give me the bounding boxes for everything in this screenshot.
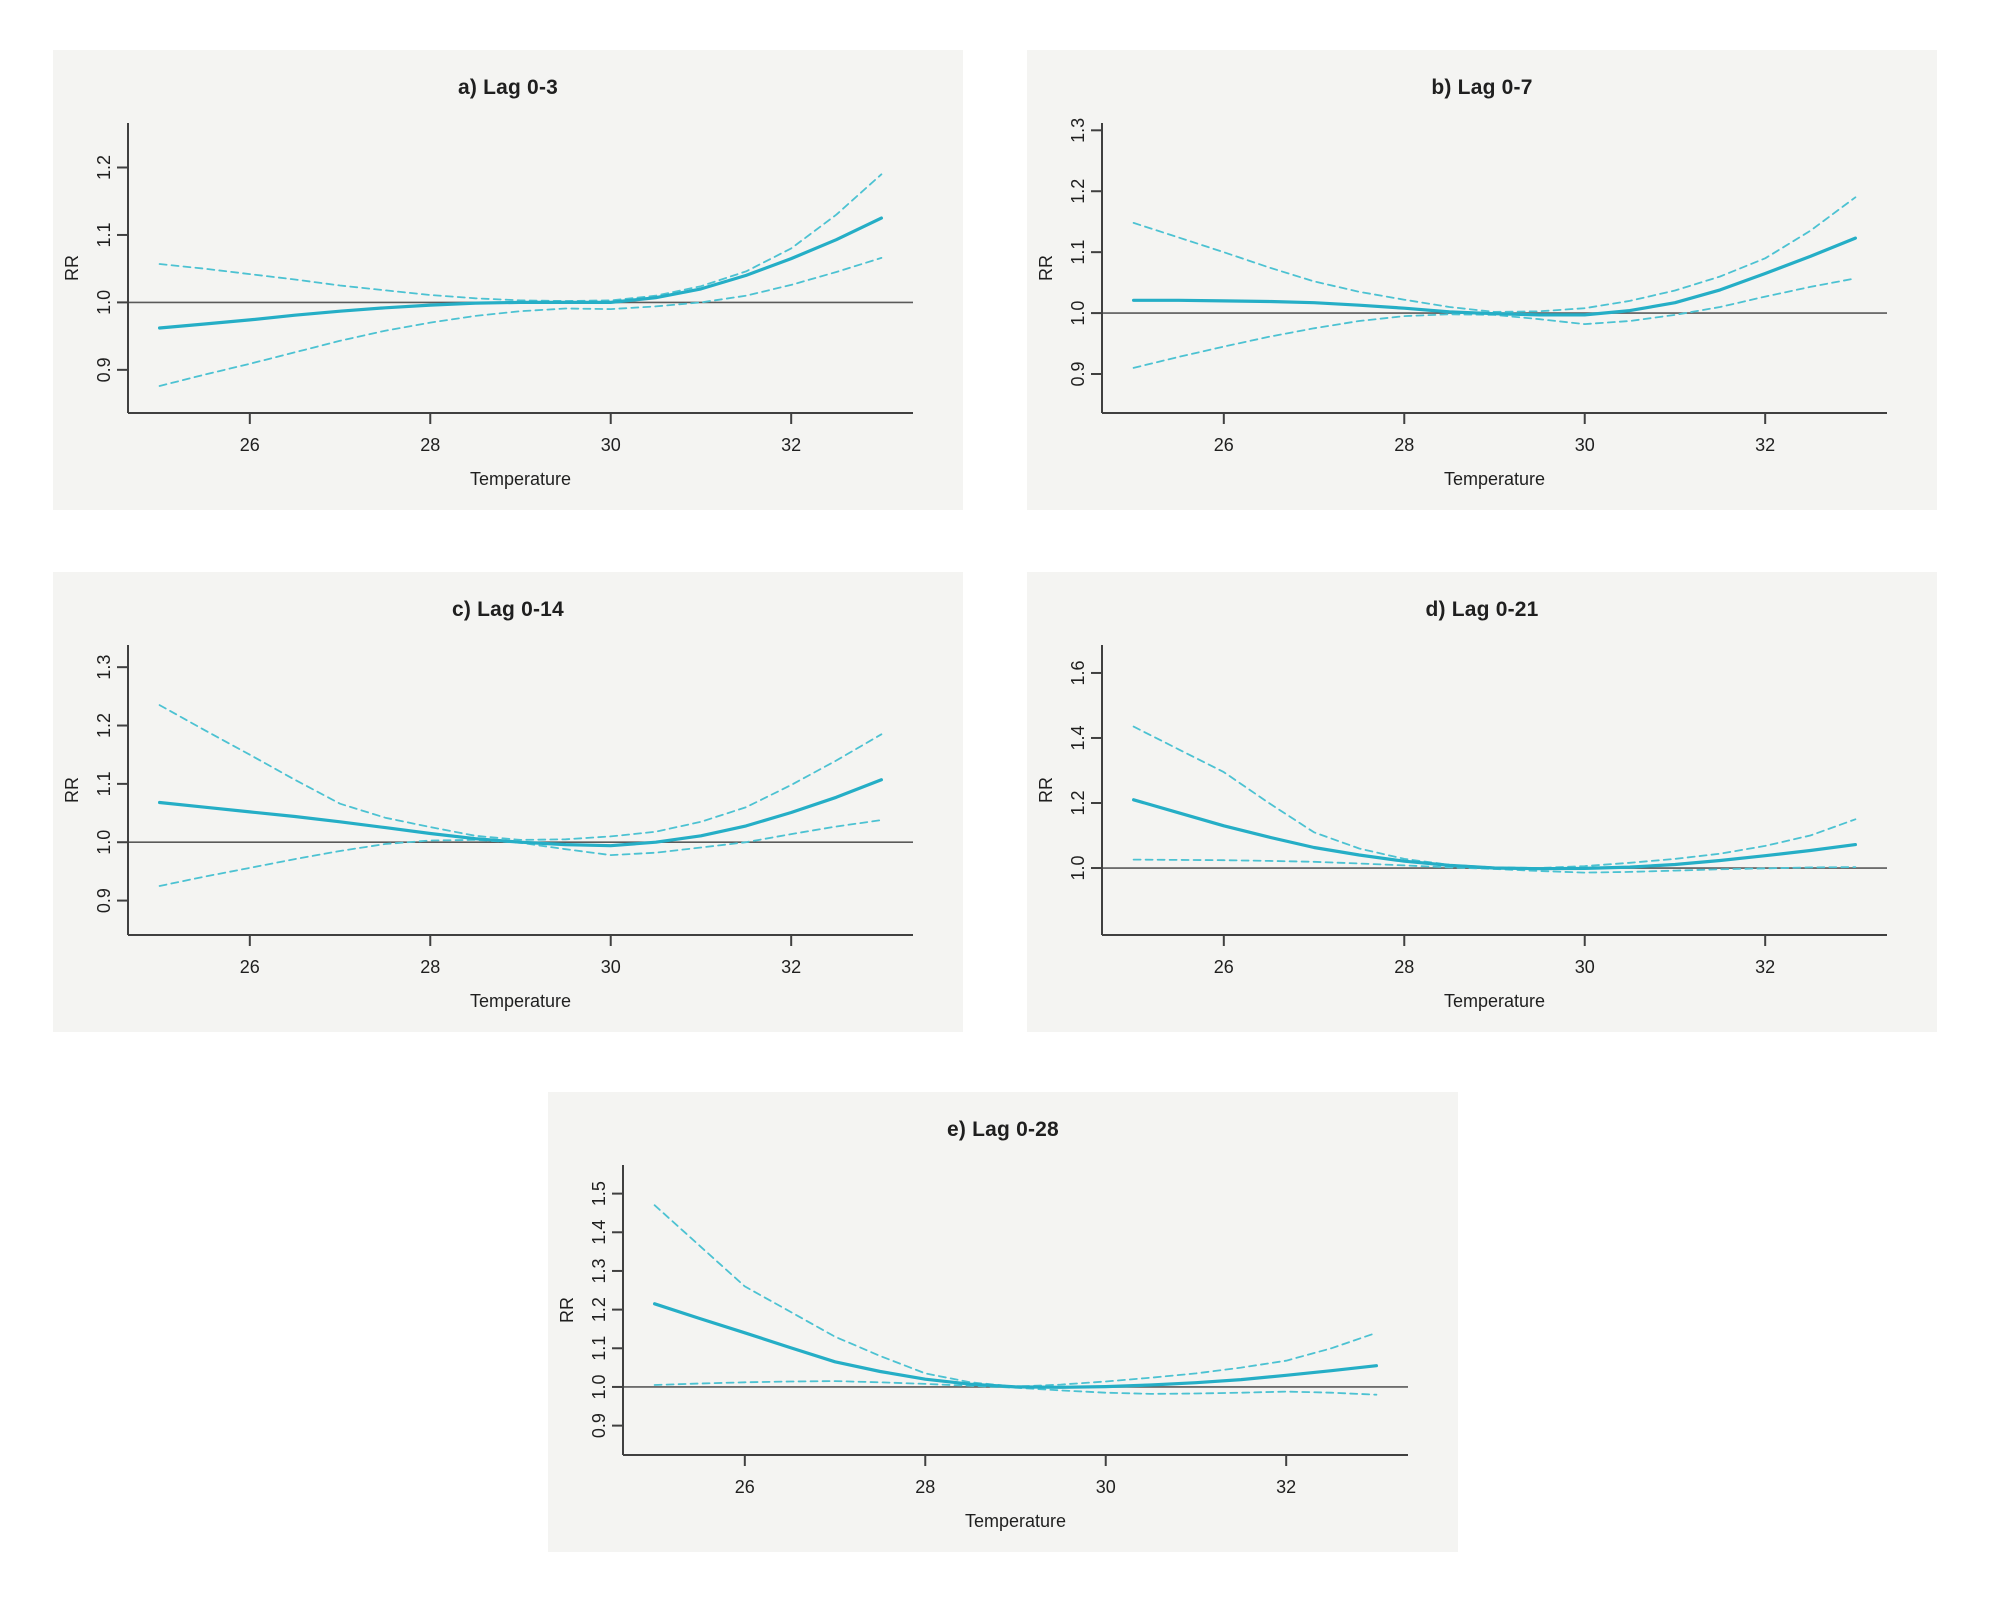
x-tick-label: 32 [781, 957, 801, 977]
y-tick-label: 1.4 [1068, 725, 1088, 750]
panel-lag-0-7: b) Lag 0-7 26 28 30 32 0.9 1.0 1.1 1.2 1.3 Temper… [1027, 50, 1937, 510]
rr-estimate-curve [157, 216, 884, 330]
y-tick-label: 1.3 [589, 1258, 609, 1283]
y-tick-label: 1.0 [94, 290, 114, 315]
x-tick-label: 28 [1394, 435, 1414, 455]
plot-lag-0-28: 26 28 30 32 0.9 1.0 1.1 1.2 1.3 1.4 1.5 Temperature… [557, 1165, 1408, 1531]
x-tick-label: 30 [601, 435, 621, 455]
confidence-interval-curve [158, 704, 883, 841]
y-tick-label: 1.5 [589, 1181, 609, 1206]
panel-title-lag-0-3: a) Lag 0-3 [457, 76, 559, 99]
y-axis-label: RR [1036, 777, 1056, 803]
y-axis-label: RR [557, 1297, 577, 1323]
y-tick-label: 1.1 [1068, 240, 1088, 265]
x-axis-label: Temperature [1444, 991, 1545, 1011]
x-axis-label: Temperature [1444, 469, 1545, 489]
panel-lag-0-14: c) Lag 0-14 26 28 30 32 0.9 1.0 1.1 1.2 1.3 Tempe… [53, 572, 963, 1032]
plot-lag-0-14: 26 28 30 32 0.9 1.0 1.1 1.2 1.3 Temperature RR [62, 645, 913, 1011]
panel-title-lag-0-7: b) Lag 0-7 [1431, 76, 1533, 99]
y-tick-label: 0.9 [1068, 361, 1088, 386]
x-tick-label: 28 [420, 435, 440, 455]
x-tick-label: 32 [1755, 435, 1775, 455]
x-tick-label: 26 [240, 435, 260, 455]
confidence-interval-curve [1132, 277, 1857, 369]
y-tick-label: 1.2 [589, 1297, 609, 1322]
x-tick-label: 26 [240, 957, 260, 977]
x-tick-label: 26 [735, 1477, 755, 1497]
y-axis-label: RR [62, 255, 82, 281]
confidence-interval-curve [158, 256, 883, 387]
x-tick-label: 28 [420, 957, 440, 977]
y-tick-label: 1.1 [94, 771, 114, 796]
y-tick-label: 1.6 [1068, 660, 1088, 685]
panel-lag-0-21: d) Lag 0-21 26 28 30 32 1.0 1.2 1.4 1.6 Temperat… [1027, 572, 1937, 1032]
rr-estimate-curve [652, 1302, 1379, 1389]
y-tick-label: 1.2 [1068, 790, 1088, 815]
x-tick-label: 28 [1394, 957, 1414, 977]
confidence-interval-curve [158, 173, 883, 302]
y-axis-label: RR [62, 777, 82, 803]
y-tick-label: 1.0 [1068, 856, 1088, 881]
x-tick-label: 32 [1755, 957, 1775, 977]
y-axis-label: RR [1036, 255, 1056, 281]
confidence-interval-curve [1132, 725, 1857, 869]
x-tick-label: 30 [1575, 435, 1595, 455]
confidence-interval-curve [653, 1204, 1378, 1388]
y-tick-label: 1.2 [94, 155, 114, 180]
plot-lag-0-7: 26 28 30 32 0.9 1.0 1.1 1.2 1.3 Temperature RR [1036, 118, 1887, 489]
y-tick-label: 1.1 [94, 222, 114, 247]
x-axis-label: Temperature [965, 1511, 1066, 1531]
panel-lag-0-3: a) Lag 0-3 26 28 30 32 0.9 1.0 1.1 1.2 Temperatu… [53, 50, 963, 510]
x-axis-label: Temperature [470, 991, 571, 1011]
y-tick-label: 1.1 [589, 1336, 609, 1361]
panel-title-lag-0-21: d) Lag 0-21 [1425, 598, 1539, 621]
y-tick-label: 1.2 [94, 713, 114, 738]
y-tick-label: 0.9 [589, 1413, 609, 1438]
rr-estimate-curve [157, 778, 884, 848]
y-tick-label: 1.0 [589, 1374, 609, 1399]
x-tick-label: 26 [1214, 435, 1234, 455]
panel-lag-0-28: e) Lag 0-28 26 28 30 32 0.9 1.0 1.1 1.2 1.3 1.4 1.… [548, 1092, 1458, 1552]
rr-estimate-curve [1131, 236, 1858, 317]
x-tick-label: 30 [601, 957, 621, 977]
y-tick-label: 1.3 [1068, 118, 1088, 143]
x-tick-label: 32 [781, 435, 801, 455]
panel-title-lag-0-14: c) Lag 0-14 [452, 598, 564, 621]
plot-lag-0-21: 26 28 30 32 1.0 1.2 1.4 1.6 Temperature RR [1036, 645, 1887, 1011]
confidence-interval-curve [1132, 196, 1857, 313]
x-tick-label: 26 [1214, 957, 1234, 977]
x-axis-label: Temperature [470, 469, 571, 489]
y-tick-label: 1.3 [94, 655, 114, 680]
x-tick-label: 30 [1575, 957, 1595, 977]
panel-title-lag-0-28: e) Lag 0-28 [947, 1118, 1059, 1141]
y-tick-label: 0.9 [94, 357, 114, 382]
confidence-interval-curve [1132, 858, 1857, 874]
y-tick-label: 1.4 [589, 1220, 609, 1245]
confidence-interval-curve [158, 819, 883, 887]
x-tick-label: 30 [1096, 1477, 1116, 1497]
y-tick-label: 0.9 [94, 888, 114, 913]
y-tick-label: 1.0 [1068, 301, 1088, 326]
plot-lag-0-3: 26 28 30 32 0.9 1.0 1.1 1.2 Temperature RR [62, 123, 913, 489]
y-tick-label: 1.2 [1068, 179, 1088, 204]
x-tick-label: 32 [1276, 1477, 1296, 1497]
rr-estimate-curve [1131, 798, 1858, 871]
y-tick-label: 1.0 [94, 830, 114, 855]
x-tick-label: 28 [915, 1477, 935, 1497]
